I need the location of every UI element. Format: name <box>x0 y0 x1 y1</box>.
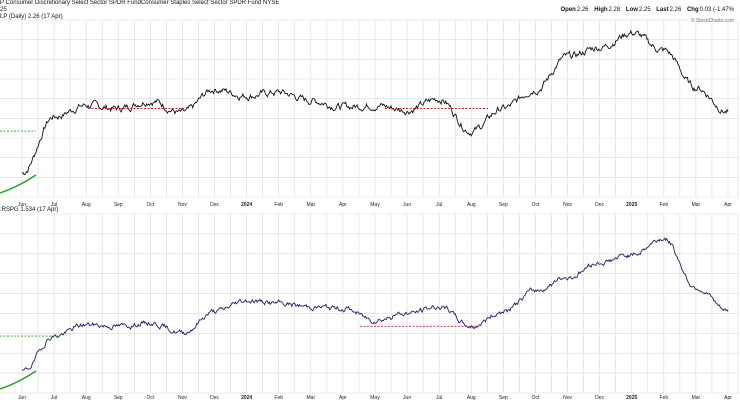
x-tick-label: 2025 <box>626 202 637 208</box>
green-trend-curve <box>0 370 37 390</box>
watermark: © StockCharts.com <box>690 18 734 24</box>
x-tick-label: Dec <box>210 395 219 400</box>
x-tick-label: Aug <box>467 202 476 208</box>
x-tick-label: Jul <box>436 395 442 400</box>
ohlc-last-label: Last <box>656 7 669 13</box>
ohlc-chg-label: Chg <box>686 7 699 13</box>
x-tick-label: Mar <box>692 395 701 400</box>
x-tick-label: Mar <box>307 202 316 208</box>
chart-title: P Consumer Discretionary Select Sector S… <box>0 0 280 6</box>
x-tick-label: Jun <box>18 202 26 208</box>
x-tick-label: Oct <box>532 202 540 208</box>
x-tick-label: Apr <box>339 395 347 400</box>
x-tick-label: Apr <box>339 202 347 208</box>
x-tick-label: Jul <box>436 202 442 208</box>
ohlc-open-value: 2.26 <box>576 7 589 13</box>
x-tick-label: Aug <box>82 202 91 208</box>
chart-marks <box>0 29 729 390</box>
x-tick-label: Dec <box>210 202 219 208</box>
x-tick-label: Aug <box>82 395 91 400</box>
green-trend-curve <box>0 174 37 194</box>
x-tick-label: Sep <box>499 395 508 400</box>
x-tick-label: Jun <box>18 395 26 400</box>
ohlc-low-label: Low <box>625 7 638 13</box>
ohlc-readout: Open2.26 High2.28 Low2.25 Last2.26 Chg0.… <box>561 7 739 14</box>
x-tick-label: 2025 <box>626 395 637 400</box>
x-tick-label: Mar <box>692 202 701 208</box>
ohlc-low-value: 2.25 <box>638 7 651 13</box>
x-tick-label: Jul <box>51 202 57 208</box>
x-tick-label: Nov <box>178 395 187 400</box>
x-tick-label: Jul <box>51 395 57 400</box>
panel2-label: :RSPG 1.534 (17 Apr) <box>0 207 59 213</box>
x-tick-label: May <box>370 202 380 208</box>
x-tick-label: Nov <box>563 395 572 400</box>
ratio-series-line <box>21 237 729 371</box>
x-tick-label: 2024 <box>241 395 252 400</box>
x-tick-label: Jun <box>403 395 411 400</box>
x-tick-label: Oct <box>532 395 540 400</box>
price-series-line <box>21 29 729 176</box>
x-tick-label: Aug <box>467 395 476 400</box>
x-tick-label: Nov <box>563 202 572 208</box>
grid <box>0 19 739 394</box>
x-tick-label: Feb <box>274 202 283 208</box>
ohlc-high-label: High <box>594 7 608 13</box>
x-tick-label: May <box>370 395 380 400</box>
x-tick-label: Oct <box>146 202 154 208</box>
x-tick-label: Sep <box>499 202 508 208</box>
x-tick-label: Feb <box>660 395 669 400</box>
x-tick-label: Dec <box>595 395 604 400</box>
x-tick-label: Sep <box>114 395 123 400</box>
x-tick-label: Feb <box>274 395 283 400</box>
ohlc-high-value: 2.28 <box>608 7 621 13</box>
ohlc-last-value: 2.26 <box>669 7 682 13</box>
x-tick-label: Apr <box>724 395 732 400</box>
x-tick-label: Oct <box>146 395 154 400</box>
x-tick-label: 2024 <box>241 202 252 208</box>
ohlc-chg-value: 0.03 (-1.47% <box>699 7 734 13</box>
x-tick-label: Mar <box>307 395 316 400</box>
chart-date-range: 25 <box>0 7 7 13</box>
x-tick-label: Apr <box>724 202 732 208</box>
x-tick-label: Sep <box>114 202 123 208</box>
panel1-label: LP (Daily) 2.26 (17 Apr) <box>0 14 63 20</box>
x-tick-label: Feb <box>660 202 669 208</box>
x-tick-label: Jun <box>403 202 411 208</box>
x-axis-ticks: Jun Jul Aug Sep Oct Nov Dec 2024 Feb Mar Apr May Jun… <box>18 202 732 400</box>
ohlc-open-label: Open <box>560 7 576 13</box>
x-tick-label: Nov <box>178 202 187 208</box>
x-tick-label: Dec <box>595 202 604 208</box>
